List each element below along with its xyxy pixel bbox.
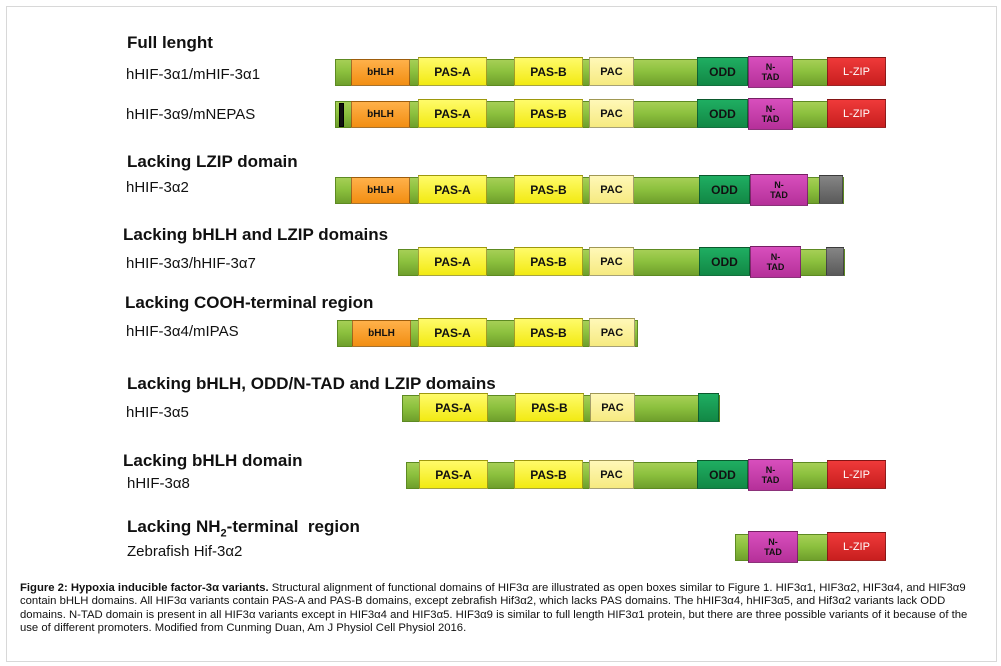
heading-prefix: Lacking NH — [127, 517, 221, 536]
domain-pac: PAC — [589, 99, 634, 128]
domain-odd-partial — [698, 393, 719, 422]
section-heading-lacking-bhlh: Lacking bHLH domain — [123, 451, 303, 470]
variant-label-hif3a3-a7: hHIF-3α3/hHIF-3α7 — [126, 255, 256, 272]
protein-bar-hif3a1: bHLH PAS-A PAS-B PAC ODD N- TAD L-ZIP — [335, 56, 886, 88]
domain-pas-b: PAS-B — [514, 247, 583, 276]
figure-caption: Figure 2: Hypoxia inducible factor-3α va… — [20, 582, 980, 635]
section-heading-full-length: Full lenght — [127, 33, 213, 52]
protein-bar-hif3a3-a7: PAS-A PAS-B PAC ODD N- TAD — [398, 246, 845, 278]
heading-subscript: 2 — [220, 527, 227, 540]
domain-odd: ODD — [699, 247, 750, 276]
domain-pas-b: PAS-B — [515, 393, 584, 422]
domain-bhlh: bHLH — [352, 320, 411, 347]
protein-bar-zebrafish-hif3a2: N- TAD L-ZIP — [735, 531, 886, 563]
protein-bar-hif3a8: PAS-A PAS-B PAC ODD N- TAD L-ZIP — [406, 459, 886, 491]
domain-pac: PAC — [589, 247, 634, 276]
domain-pas-a: PAS-A — [419, 460, 488, 489]
domain-n-tad: N- TAD — [750, 246, 801, 278]
domain-odd: ODD — [697, 57, 748, 86]
domain-pas-a: PAS-A — [418, 57, 487, 86]
protein-bar-hif3a2: bHLH PAS-A PAS-B PAC ODD N- TAD — [335, 174, 844, 206]
domain-pac: PAC — [589, 318, 635, 347]
domain-n-terminal-extension — [339, 103, 344, 127]
domain-odd: ODD — [697, 99, 748, 128]
domain-l-zip: L-ZIP — [827, 532, 886, 561]
section-heading-lacking-cooh: Lacking COOH-terminal region — [125, 293, 374, 312]
domain-pas-b: PAS-B — [514, 175, 583, 204]
domain-pac: PAC — [589, 57, 634, 86]
protein-bar-hif3a5: PAS-A PAS-B PAC — [402, 393, 720, 422]
variant-label-hif3a1: hHIF-3α1/mHIF-3α1 — [126, 66, 261, 83]
section-heading-lacking-bhlh-odd-lzip: Lacking bHLH, ODD/N-TAD and LZIP domains — [127, 374, 496, 393]
domain-n-tad: N- TAD — [748, 98, 793, 130]
domain-odd: ODD — [699, 175, 750, 204]
variant-label-hif3a4: hHIF-3α4/mIPAS — [126, 323, 239, 340]
domain-pac: PAC — [589, 175, 634, 204]
domain-pas-b: PAS-B — [514, 318, 583, 347]
domain-pac: PAC — [590, 393, 635, 422]
protein-bar-hif3a9: bHLH PAS-A PAS-B PAC ODD N- TAD L-ZIP — [335, 98, 886, 130]
heading-suffix: -terminal region — [226, 517, 360, 536]
domain-c-terminal-gray — [819, 175, 843, 204]
domain-bhlh: bHLH — [351, 101, 410, 128]
domain-n-tad: N- TAD — [748, 459, 793, 491]
domain-l-zip: L-ZIP — [827, 460, 886, 489]
domain-pas-a: PAS-A — [418, 318, 487, 347]
domain-n-tad: N- TAD — [748, 531, 798, 563]
domain-pas-a: PAS-A — [418, 99, 487, 128]
domain-pas-a: PAS-A — [419, 393, 488, 422]
variant-label-hif3a5: hHIF-3α5 — [126, 404, 189, 421]
domain-n-tad: N- TAD — [748, 56, 793, 88]
domain-pas-a: PAS-A — [418, 247, 487, 276]
domain-pas-b: PAS-B — [514, 99, 583, 128]
variant-label-hif3a2: hHIF-3α2 — [126, 179, 189, 196]
domain-bhlh: bHLH — [351, 177, 410, 204]
variant-label-hif3a9: hHIF-3α9/mNEPAS — [126, 106, 256, 123]
section-heading-lacking-bhlh-lzip: Lacking bHLH and LZIP domains — [123, 225, 389, 244]
caption-title: Figure 2: Hypoxia inducible factor-3α va… — [20, 582, 269, 594]
domain-pas-b: PAS-B — [514, 57, 583, 86]
domain-n-tad: N- TAD — [750, 174, 808, 206]
domain-odd: ODD — [697, 460, 748, 489]
section-heading-lacking-lzip: Lacking LZIP domain — [127, 152, 298, 171]
section-heading-lacking-nh2: Lacking NH2-terminal region — [127, 517, 360, 539]
domain-l-zip: L-ZIP — [827, 99, 886, 128]
domain-pas-a: PAS-A — [418, 175, 487, 204]
domain-c-terminal-gray — [826, 247, 844, 276]
domain-pac: PAC — [589, 460, 634, 489]
caption-body: Structural alignment of functional domai… — [20, 582, 968, 634]
variant-label-hif3a8: hHIF-3α8 — [127, 475, 190, 492]
domain-l-zip: L-ZIP — [827, 57, 886, 86]
protein-bar-hif3a4: bHLH PAS-A PAS-B PAC — [337, 318, 638, 347]
variant-label-zebrafish-hif3a2: Zebrafish Hif-3α2 — [127, 543, 243, 560]
domain-pas-b: PAS-B — [514, 460, 583, 489]
domain-bhlh: bHLH — [351, 59, 410, 86]
